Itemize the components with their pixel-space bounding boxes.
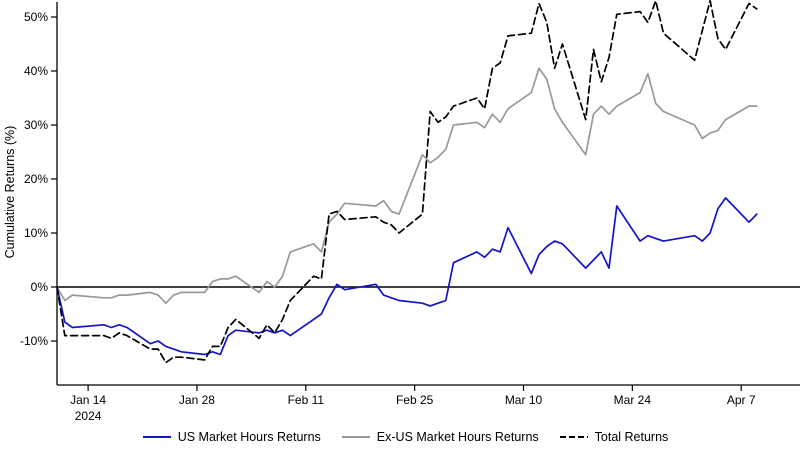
y-axis-title: Cumulative Returns (%) [3,126,17,259]
legend-label-us: US Market Hours Returns [177,430,321,444]
x-tick-year-label: 2024 [75,409,102,423]
y-tick-label: 10% [24,226,48,240]
chart-legend: US Market Hours Returns Ex-US Market Hou… [0,430,810,444]
x-tick-label: Mar 24 [614,393,652,407]
series-line-total [56,0,758,364]
y-tick-label: 40% [24,64,48,78]
legend-item-exus: Ex-US Market Hours Returns [341,430,539,444]
legend-line-sample-total [559,436,588,438]
series-line-us [56,197,758,356]
series-line-exus [56,67,758,305]
x-tick-label: Feb 25 [396,393,434,407]
x-tick-label: Mar 10 [505,393,543,407]
x-tick-label: Apr 7 [727,393,756,407]
y-tick-label: 0% [31,280,49,294]
legend-line-sample-exus [341,436,370,438]
legend-line-sample-us [142,436,171,438]
legend-item-us: US Market Hours Returns [142,430,321,444]
legend-item-total: Total Returns [559,430,669,444]
y-tick-label: 30% [24,118,48,132]
legend-label-total: Total Returns [594,430,669,444]
x-tick-label: Jan 28 [179,393,215,407]
legend-label-exus: Ex-US Market Hours Returns [376,430,539,444]
y-tick-label: -10% [20,334,48,348]
y-tick-label: 50% [24,10,48,24]
y-tick-label: 20% [24,172,48,186]
x-tick-label: Jan 14 [70,393,106,407]
x-tick-label: Feb 11 [288,393,325,407]
